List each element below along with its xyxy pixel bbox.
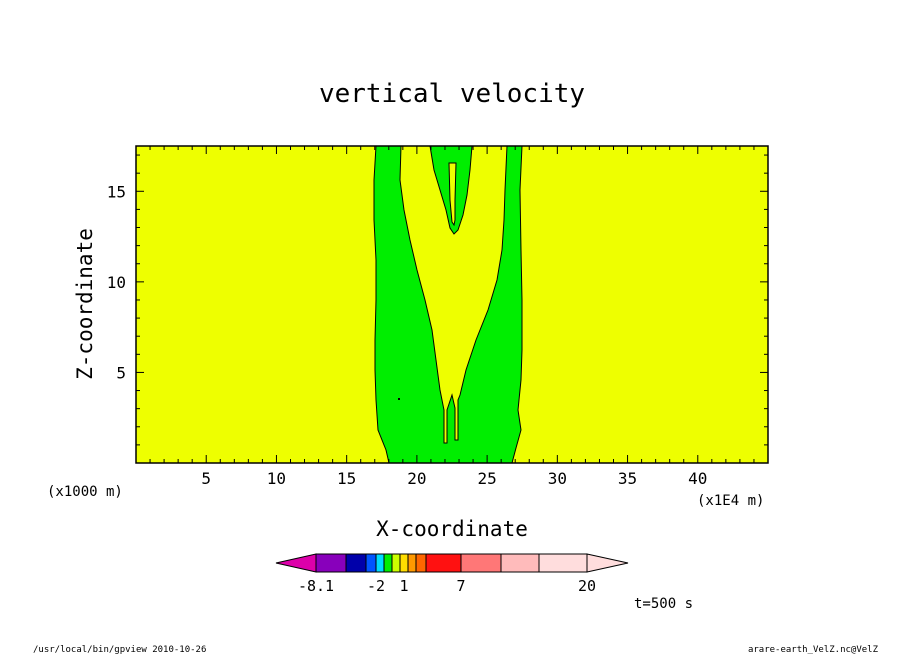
- x-tick-label: 10: [267, 469, 286, 488]
- x-tick-label: 40: [688, 469, 707, 488]
- x-axis: 5 10 15 20 25 30 35 40: [149, 146, 755, 488]
- x-tick-label: 15: [337, 469, 356, 488]
- x-tick-label: 25: [477, 469, 496, 488]
- y-axis: 5 10 15: [107, 154, 768, 446]
- footer-right: arare-earth_VelZ.nc@VelZ: [748, 645, 879, 654]
- colorbar-segment: [415, 553, 427, 573]
- footer-left: /usr/local/bin/gpview 2010-10-26: [33, 645, 206, 654]
- colorbar-label: 7: [456, 577, 465, 595]
- plot-area: [135, 145, 769, 464]
- colorbar-arrow-high: [586, 553, 629, 573]
- colorbar-arrow-low: [275, 553, 317, 573]
- colorbar-segment: [365, 553, 377, 573]
- contour-yellow-core: [448, 162, 457, 227]
- colorbar-segment: [315, 553, 347, 573]
- chart-title: vertical velocity: [319, 79, 585, 109]
- x-tick-label: 35: [618, 469, 637, 488]
- time-label: t=500 s: [634, 596, 693, 612]
- contour-green-band: [373, 145, 523, 464]
- y-tick-label: 15: [107, 182, 126, 201]
- colorbar-segment: [425, 553, 462, 573]
- colorbar-segment: [407, 553, 417, 573]
- colorbar-label: -8.1: [298, 577, 334, 595]
- x-scale-note-left: (x1000 m): [47, 484, 123, 500]
- y-tick-label: 10: [107, 273, 126, 292]
- colorbar-segment: [375, 553, 385, 573]
- x-tick-label: 30: [548, 469, 567, 488]
- colorbar-label: 20: [578, 577, 596, 595]
- colorbar-segment: [391, 553, 401, 573]
- x-tick-label: 20: [407, 469, 426, 488]
- x-scale-note-right: (x1E4 m): [697, 493, 764, 509]
- x-tick-label: 5: [201, 469, 211, 488]
- colorbar-segment: [383, 553, 393, 573]
- colorbar-segment: [538, 553, 588, 573]
- y-axis-label: Z-coordinate: [73, 228, 97, 380]
- x-axis-label: X-coordinate: [376, 517, 528, 541]
- colorbar-segment: [345, 553, 367, 573]
- colorbar-label: -2: [367, 577, 385, 595]
- colorbar-segment: [500, 553, 540, 573]
- contour-dot: [398, 398, 400, 400]
- colorbar-segment: [399, 553, 409, 573]
- y-tick-label: 5: [116, 363, 126, 382]
- colorbar: -8.1 -2 1 7 20: [275, 553, 629, 595]
- colorbar-segment: [460, 553, 502, 573]
- plot-frame: [135, 145, 769, 464]
- colorbar-label: 1: [399, 577, 408, 595]
